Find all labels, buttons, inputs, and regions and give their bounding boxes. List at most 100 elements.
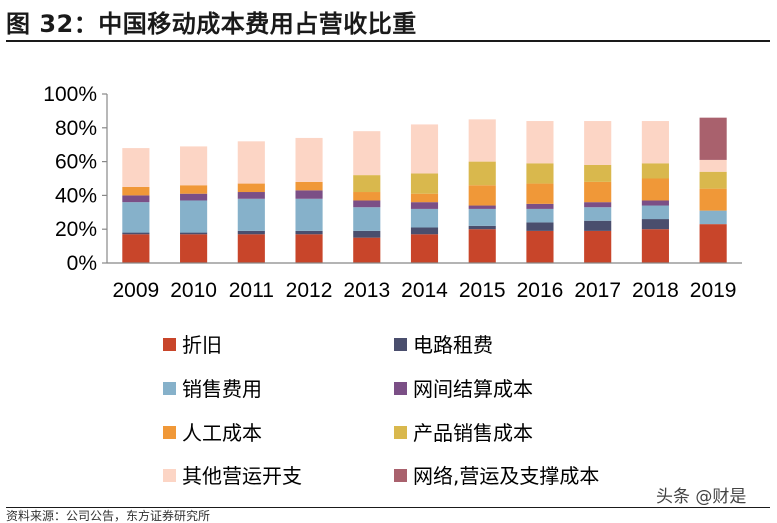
- bar-segment: [410, 234, 439, 263]
- bar-segment: [295, 230, 323, 235]
- legend-swatch: [394, 469, 407, 482]
- legend-item: 网间结算成本: [394, 377, 533, 401]
- bar-segment: [410, 227, 439, 235]
- bar-segment: [180, 232, 208, 235]
- legend-label: 销售费用: [182, 377, 262, 401]
- bar-segment: [410, 193, 439, 203]
- bar-segment: [699, 171, 727, 189]
- bar-segment: [584, 121, 612, 165]
- bar-segment: [122, 195, 150, 203]
- x-tick-label: 2009: [113, 279, 160, 302]
- bar-segment: [295, 198, 323, 231]
- y-tick-label: 80%: [55, 117, 97, 140]
- bar-segment: [468, 205, 496, 209]
- x-tick-label: 2012: [286, 279, 333, 302]
- bar-segment: [295, 181, 323, 191]
- bar-segment: [641, 178, 669, 201]
- legend-label: 网间结算成本: [413, 377, 533, 401]
- bar-segment: [468, 225, 496, 230]
- x-tick-label: 2015: [459, 279, 506, 302]
- x-tick-label: 2018: [632, 279, 679, 302]
- legend-label: 其他营运开支: [182, 464, 302, 488]
- bar-segment: [584, 181, 612, 203]
- bar-segment: [468, 185, 496, 206]
- bar-stack-2011: [237, 141, 265, 263]
- bar-segment: [641, 219, 669, 230]
- bar-segment: [526, 121, 554, 164]
- bar-segment: [526, 230, 554, 263]
- bar-segment: [526, 183, 554, 204]
- bar-segment: [295, 234, 323, 263]
- bar-segment: [641, 205, 669, 220]
- bar-segment: [122, 232, 150, 235]
- bar-segment: [237, 192, 265, 199]
- legend-label: 折旧: [182, 333, 222, 357]
- legend-label: 人工成本: [182, 421, 262, 445]
- legend-item: 折旧: [163, 333, 222, 357]
- bar-segment: [237, 183, 265, 193]
- bar-segment: [237, 141, 265, 184]
- bar-stack-2012: [295, 137, 323, 263]
- bar-segment: [641, 229, 669, 263]
- bar-segment: [584, 164, 612, 182]
- bar-segment: [353, 230, 381, 238]
- bar-segment: [353, 131, 381, 176]
- legend-swatch: [394, 338, 407, 351]
- bar-stack-2014: [410, 124, 439, 263]
- y-axis: 0% 20% 40% 60% 80% 100%: [43, 83, 108, 275]
- title-divider: [6, 40, 770, 42]
- bar-segment: [468, 119, 496, 162]
- bar-segment: [410, 124, 439, 174]
- bar-segment: [584, 207, 612, 221]
- bars: [122, 117, 727, 263]
- y-tick-label: 60%: [55, 151, 97, 174]
- bar-segment: [122, 202, 150, 233]
- footer-divider: [6, 507, 770, 508]
- page-title: 图 32：中国移动成本费用占营收比重: [6, 10, 417, 38]
- bar-stack-2013: [353, 131, 381, 263]
- bar-stack-2009: [122, 148, 150, 263]
- legend-swatch: [163, 426, 176, 439]
- bar-segment: [237, 198, 265, 231]
- bar-segment: [353, 207, 381, 231]
- bar-segment: [353, 237, 381, 263]
- bar-segment: [584, 220, 612, 231]
- bar-segment: [699, 117, 727, 160]
- bar-segment: [295, 137, 323, 182]
- bar-segment: [353, 192, 381, 201]
- legend-swatch: [394, 382, 407, 395]
- bar-segment: [410, 202, 439, 209]
- bar-stack-2019: [699, 117, 727, 263]
- bar-segment: [237, 234, 265, 263]
- legend-item: 销售费用: [163, 377, 262, 401]
- bar-segment: [295, 190, 323, 199]
- bar-segment: [584, 202, 612, 208]
- bar-segment: [122, 186, 150, 196]
- x-tick-label: 2016: [517, 279, 564, 302]
- bar-segment: [180, 146, 208, 186]
- bar-segment: [468, 208, 496, 226]
- bar-segment: [641, 121, 669, 164]
- x-tick-label: 2013: [343, 279, 390, 302]
- bar-segment: [699, 210, 727, 225]
- legend-label: 网络,营运及支撑成本: [413, 464, 599, 488]
- bar-segment: [526, 222, 554, 231]
- legend-item: 其他营运开支: [163, 464, 302, 488]
- bar-stack-2010: [180, 146, 208, 263]
- x-tick-label: 2014: [401, 279, 448, 302]
- legend-swatch: [163, 382, 176, 395]
- y-tick-label: 40%: [55, 184, 97, 207]
- bar-segment: [526, 163, 554, 184]
- bar-segment: [641, 200, 669, 206]
- x-tick-label: 2017: [574, 279, 621, 302]
- legend-swatch: [394, 426, 407, 439]
- bar-stack-2017: [584, 121, 612, 263]
- x-tick-label: 2011: [229, 279, 274, 302]
- bar-segment: [353, 200, 381, 208]
- bar-segment: [526, 203, 554, 209]
- legend-item: 产品销售成本: [394, 421, 533, 445]
- bar-segment: [410, 173, 439, 194]
- legend-label: 电路租费: [413, 333, 493, 357]
- legend-item: 电路租费: [394, 333, 493, 357]
- bar-stack-2018: [641, 121, 669, 263]
